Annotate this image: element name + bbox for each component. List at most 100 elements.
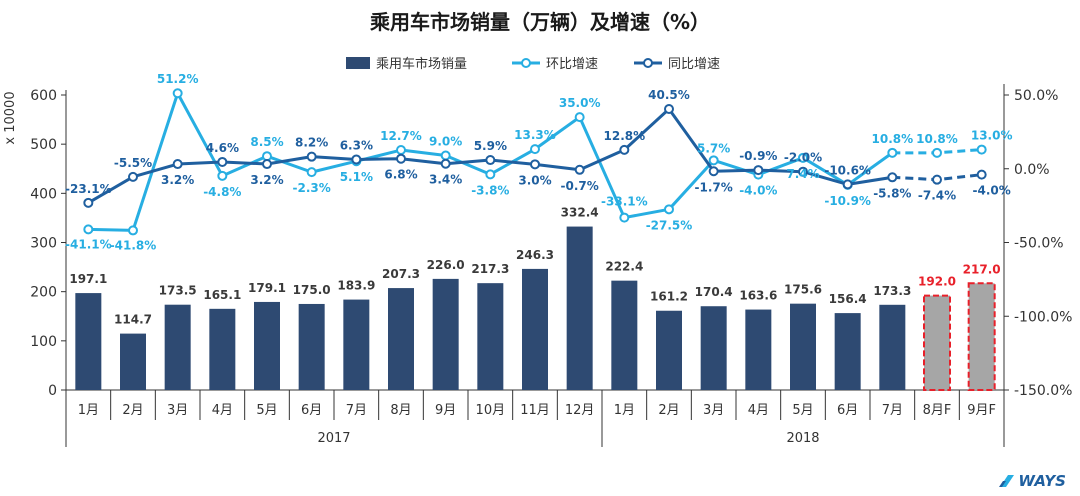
yoy-point: [485, 155, 496, 166]
yoy-value-label: -1.7%: [695, 180, 733, 194]
yoy-value-label: 6.3%: [340, 138, 373, 152]
x-tick-label: 1月: [614, 403, 635, 418]
mom-point: [530, 144, 540, 155]
x-tick-label: 12月: [565, 403, 595, 418]
mom-point: [574, 112, 585, 123]
bar: [120, 333, 146, 390]
bar-value-label: 156.4: [829, 292, 867, 306]
mom-value-label: 5.1%: [340, 170, 373, 184]
bar-value-label: 217.0: [963, 262, 1001, 276]
bar-value-label: 183.9: [337, 279, 375, 293]
mom-point: [887, 147, 898, 158]
mom-value-label: 8.5%: [250, 135, 283, 149]
yoy-value-label: 6.8%: [384, 168, 417, 182]
yoy-point: [217, 156, 228, 167]
yoy-value-label: -7.4%: [918, 189, 956, 203]
bar-value-label: 226.0: [427, 258, 465, 272]
mom-point: [976, 144, 987, 155]
x-tick-label: 1月: [78, 403, 99, 418]
x-tick-label: 3月: [703, 403, 724, 418]
bar: [745, 309, 772, 390]
mom-value-label: 10.8%: [872, 132, 914, 146]
bar: [209, 308, 236, 390]
yoy-point: [842, 179, 853, 190]
yoy-value-label: 12.8%: [604, 129, 646, 143]
bar-value-label: 173.3: [873, 284, 911, 298]
mom-value-label: 7.4%: [786, 167, 819, 181]
bar: [611, 280, 638, 390]
yoy-value-label: 5.9%: [474, 139, 507, 153]
mom-point: [128, 225, 138, 236]
bar: [522, 268, 548, 390]
yoy-point: [83, 197, 94, 208]
mom-point: [396, 145, 406, 156]
bar-value-label: 197.1: [69, 272, 107, 286]
mom-value-label: -33.1%: [601, 195, 648, 209]
x-tick-label: 10月: [476, 403, 506, 418]
mom-point: [217, 170, 228, 181]
bar-value-label: 175.0: [293, 283, 331, 297]
mom-value-label: -2.3%: [293, 181, 331, 195]
bar: [477, 283, 504, 390]
y-tick-label-right: -50.0%: [1014, 236, 1064, 252]
y-tick-label-left: 0: [48, 383, 57, 399]
yoy-value-label: 3.4%: [429, 173, 462, 187]
mom-value-label: 35.0%: [559, 96, 601, 110]
brand-name: WAYS: [1018, 472, 1066, 490]
x-tick-label: 7月: [882, 403, 903, 418]
mom-point: [172, 88, 183, 99]
x-tick-label: 2月: [658, 403, 679, 418]
bar-value-label: 163.6: [739, 289, 777, 303]
year-group-label: 2017: [317, 431, 350, 446]
bar-value-label: 161.2: [650, 290, 688, 304]
bar-value-label: 332.4: [561, 206, 599, 220]
mom-point: [440, 150, 451, 161]
legend-label-yoy: 同比增速: [668, 57, 720, 72]
legend-label-bar: 乘用车市场销量: [376, 56, 467, 72]
yoy-point: [664, 104, 674, 115]
bar-value-label: 175.6: [784, 283, 822, 297]
mom-value-label: 13.0%: [971, 129, 1013, 143]
yoy-point: [976, 169, 987, 180]
bar-value-label: 173.5: [159, 284, 197, 298]
ways-logo-icon: [999, 475, 1015, 487]
bar-value-label: 246.3: [516, 248, 554, 262]
mom-point: [83, 224, 94, 235]
mom-value-label: 51.2%: [157, 72, 199, 86]
y-tick-label-right: -150.0%: [1014, 383, 1072, 399]
bar: [254, 301, 280, 390]
mom-value-label: 10.8%: [916, 132, 958, 146]
x-tick-label: 11月: [520, 403, 550, 418]
y-tick-label-left: 500: [30, 137, 57, 153]
yoy-point: [619, 144, 630, 155]
year-group-label: 2018: [786, 431, 819, 446]
yoy-value-label: 8.2%: [295, 136, 328, 150]
bar: [700, 306, 727, 390]
yoy-value-label: 3.0%: [518, 173, 551, 187]
mom-value-label: -41.8%: [110, 238, 157, 252]
x-tick-label: 3月: [167, 403, 188, 418]
y-axis-label-left: x 10000: [3, 91, 18, 144]
yoy-value-label: 4.6%: [206, 141, 239, 155]
bar: [388, 288, 414, 390]
x-tick-label: 4月: [212, 403, 233, 418]
bar: [879, 304, 906, 390]
brand-logo: WAYS: [999, 472, 1066, 490]
mom-value-label: -10.9%: [824, 194, 871, 208]
x-tick-label: 5月: [792, 403, 813, 418]
x-tick-label: 8月F: [923, 403, 952, 418]
yoy-value-label: 3.2%: [250, 173, 283, 187]
yoy-point: [798, 166, 808, 177]
bar: [343, 299, 370, 390]
mom-point: [708, 155, 719, 166]
yoy-point: [574, 164, 585, 175]
yoy-value-label: -0.7%: [561, 179, 599, 193]
yoy-value-label: -5.8%: [873, 186, 911, 200]
legend-swatch-bar: [346, 57, 370, 69]
yoy-value-label: -23.1%: [65, 182, 112, 196]
yoy-point: [351, 154, 362, 165]
yoy-point: [306, 151, 317, 162]
bar-value-label: 170.4: [695, 285, 733, 299]
mom-value-label: -27.5%: [646, 218, 693, 232]
